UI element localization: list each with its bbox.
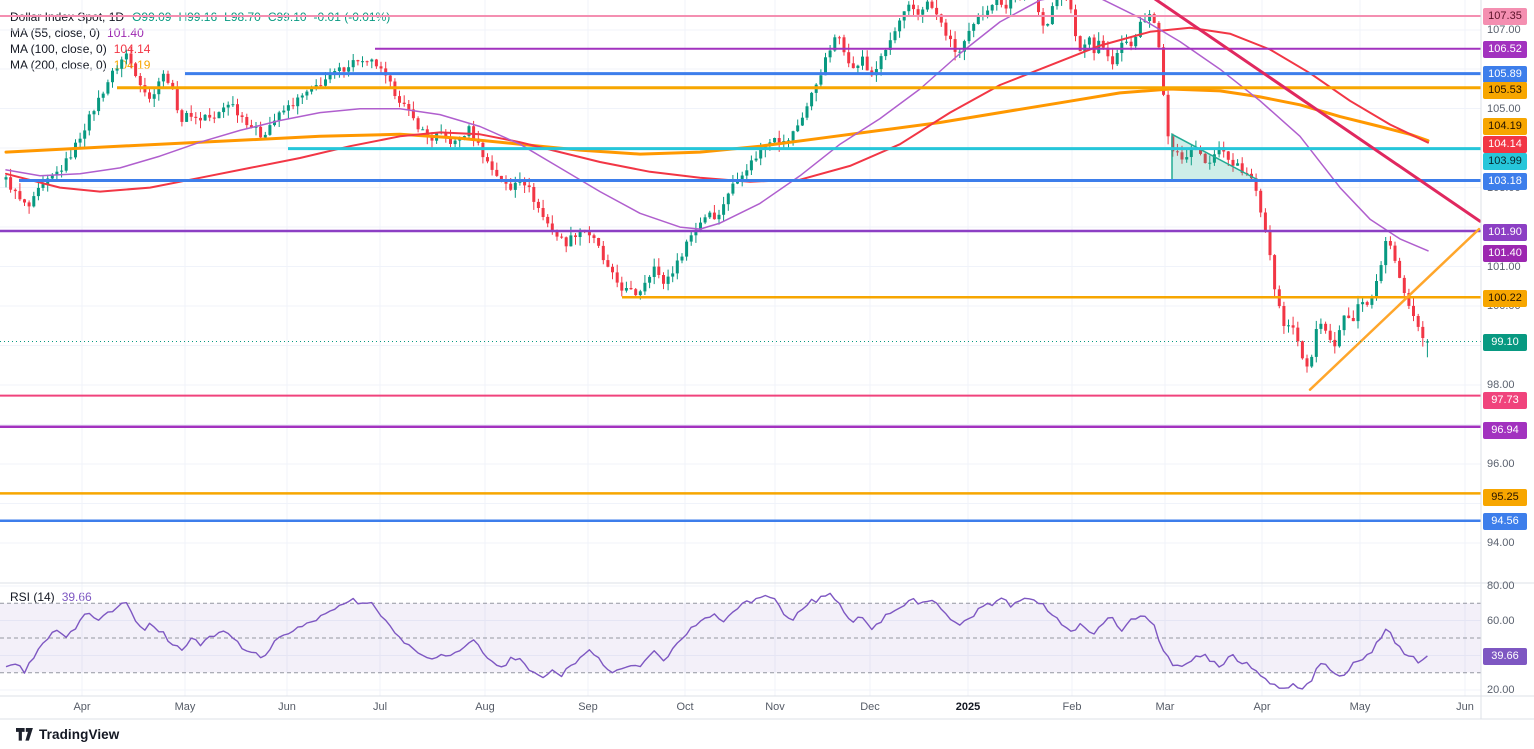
rsi-value: 39.66 <box>61 590 92 604</box>
ma100-value: 104.14 <box>113 42 151 56</box>
tradingview-logo[interactable]: TradingView <box>16 727 119 742</box>
ma100-label: MA (100, close, 0) <box>10 42 107 56</box>
rsi-label: RSI (14) <box>10 590 55 604</box>
tradingview-logo-icon <box>16 728 33 741</box>
rsi-legend-row[interactable]: RSI (14) 39.66 <box>10 590 92 604</box>
ma100-legend-row[interactable]: MA (100, close, 0) 104.14 <box>10 41 397 57</box>
tradingview-logo-text: TradingView <box>39 727 120 742</box>
ma200-label: MA (200, close, 0) <box>10 58 107 72</box>
